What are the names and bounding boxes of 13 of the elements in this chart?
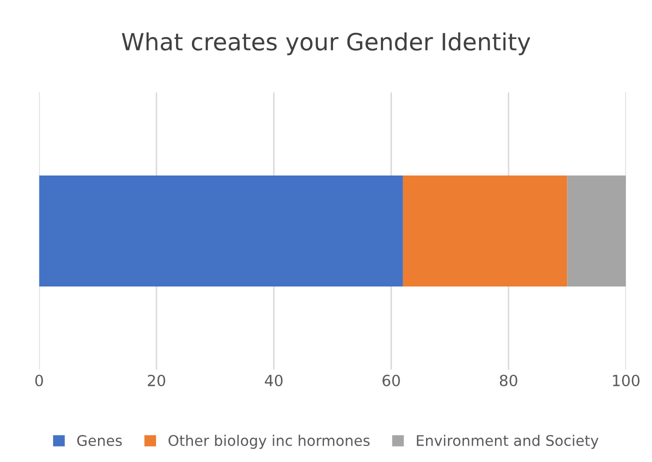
bar <box>567 176 626 286</box>
legend-label: Environment and Society <box>416 434 598 449</box>
bar <box>402 176 568 286</box>
x-tick-label: 40 <box>264 374 283 386</box>
legend-label: Other biology inc hormones <box>168 434 370 449</box>
legend-label: Genes <box>77 435 122 446</box>
x-tick-label: 80 <box>500 374 518 386</box>
x-tick-label: 0 <box>35 374 43 386</box>
bar <box>39 176 403 286</box>
chart-title: What creates your Gender Identity <box>122 32 530 56</box>
x-tick-label: 100 <box>613 374 640 386</box>
x-tick-label: 20 <box>148 374 166 386</box>
x-tick-label: 60 <box>382 374 400 386</box>
